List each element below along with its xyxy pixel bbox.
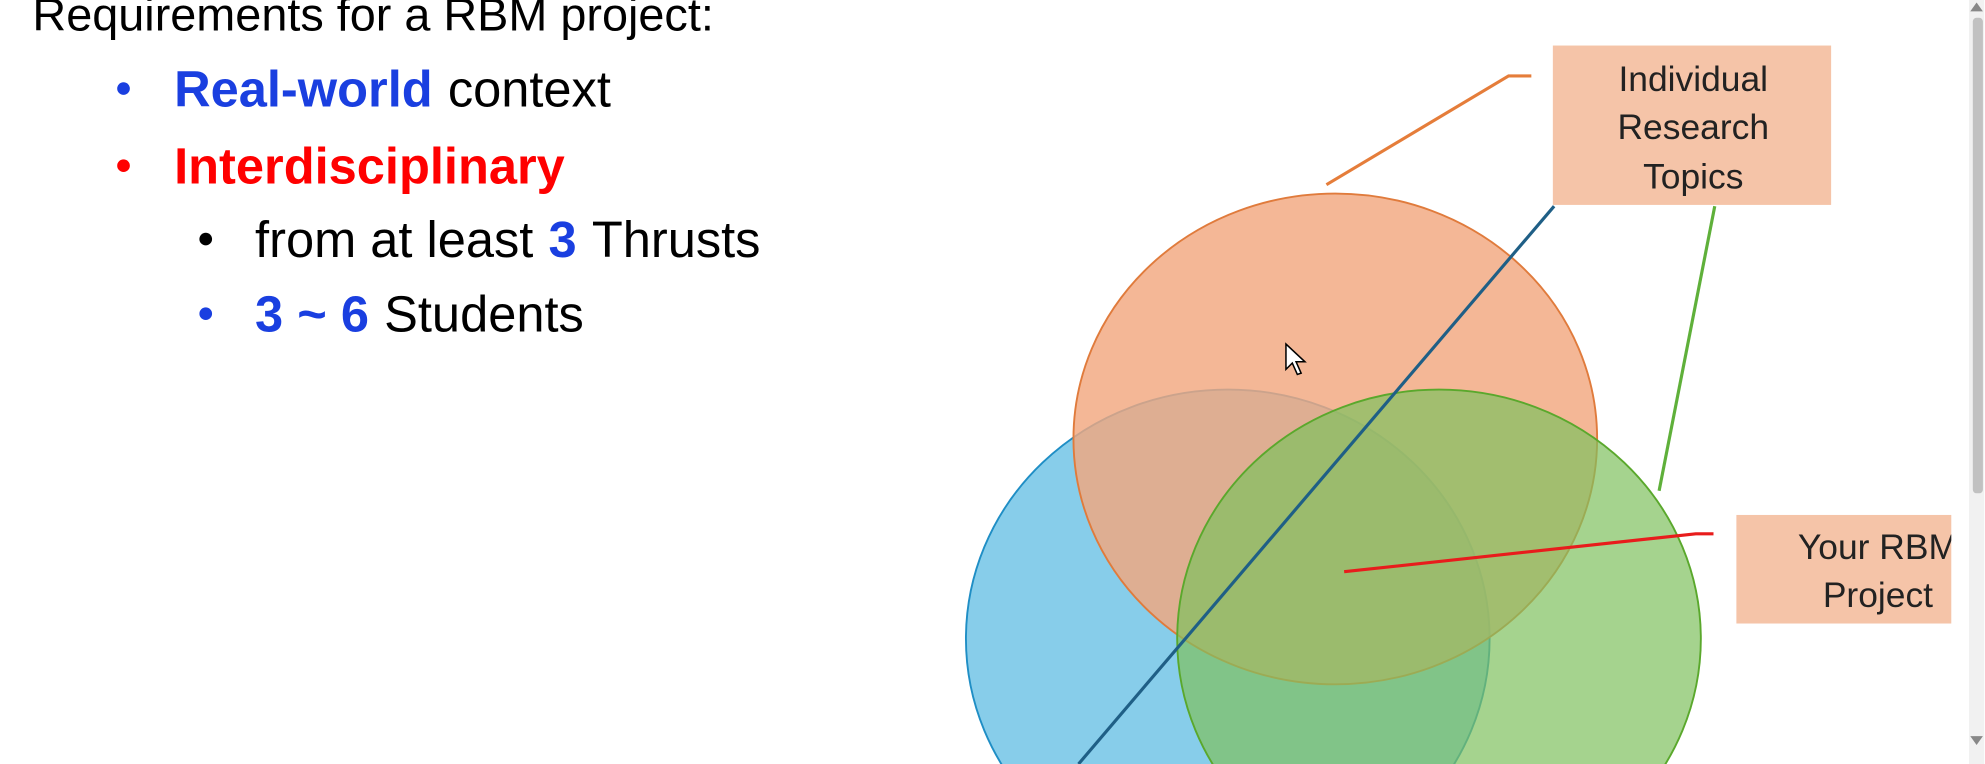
text: context	[448, 60, 611, 117]
text: from at least	[255, 211, 533, 268]
callout-text: Your RBM	[1798, 527, 1958, 567]
emphasis: 3 ~ 6	[255, 285, 369, 342]
emphasis: Interdisciplinary	[174, 137, 565, 194]
bullet-dot	[117, 159, 130, 173]
emphasis: 3	[549, 211, 577, 268]
callout-right: Your RBM Project	[1736, 514, 1958, 624]
text: Thrusts	[592, 211, 761, 268]
venn-diagram	[965, 192, 1702, 764]
scroll-down-arrow[interactable]	[1970, 736, 1983, 746]
callout-box	[1552, 45, 1832, 205]
mouse-cursor	[1285, 342, 1307, 376]
emphasis: Real-world	[174, 60, 433, 117]
ellipse-green	[1176, 388, 1702, 764]
bullet-text: 3 ~ 6 Students	[255, 285, 584, 342]
scrollbar-thumb[interactable]	[1972, 17, 1983, 494]
connector-green	[1657, 205, 1717, 492]
connector-blue	[1077, 205, 1556, 764]
callout-text: Topics	[1643, 156, 1743, 196]
scroll-up-arrow[interactable]	[1970, 2, 1983, 12]
callout-box	[1736, 514, 1952, 624]
connector-orange	[1325, 74, 1532, 187]
text: Students	[384, 285, 584, 342]
bullet-dot	[199, 232, 213, 246]
heading: Requirements for a RBM project:	[32, 0, 713, 40]
bullet-dot	[117, 82, 130, 95]
callout-text: Research	[1617, 107, 1769, 147]
bullet-text: Interdisciplinary	[174, 137, 565, 194]
connector-red	[1343, 532, 1714, 574]
bullet-text: from at least 3 Thrusts	[255, 211, 760, 268]
bullet-dot	[199, 307, 213, 321]
callout-text: Project	[1823, 575, 1933, 615]
callout-text: Individual	[1618, 59, 1768, 99]
bullet-text: Real-world context	[174, 60, 611, 117]
